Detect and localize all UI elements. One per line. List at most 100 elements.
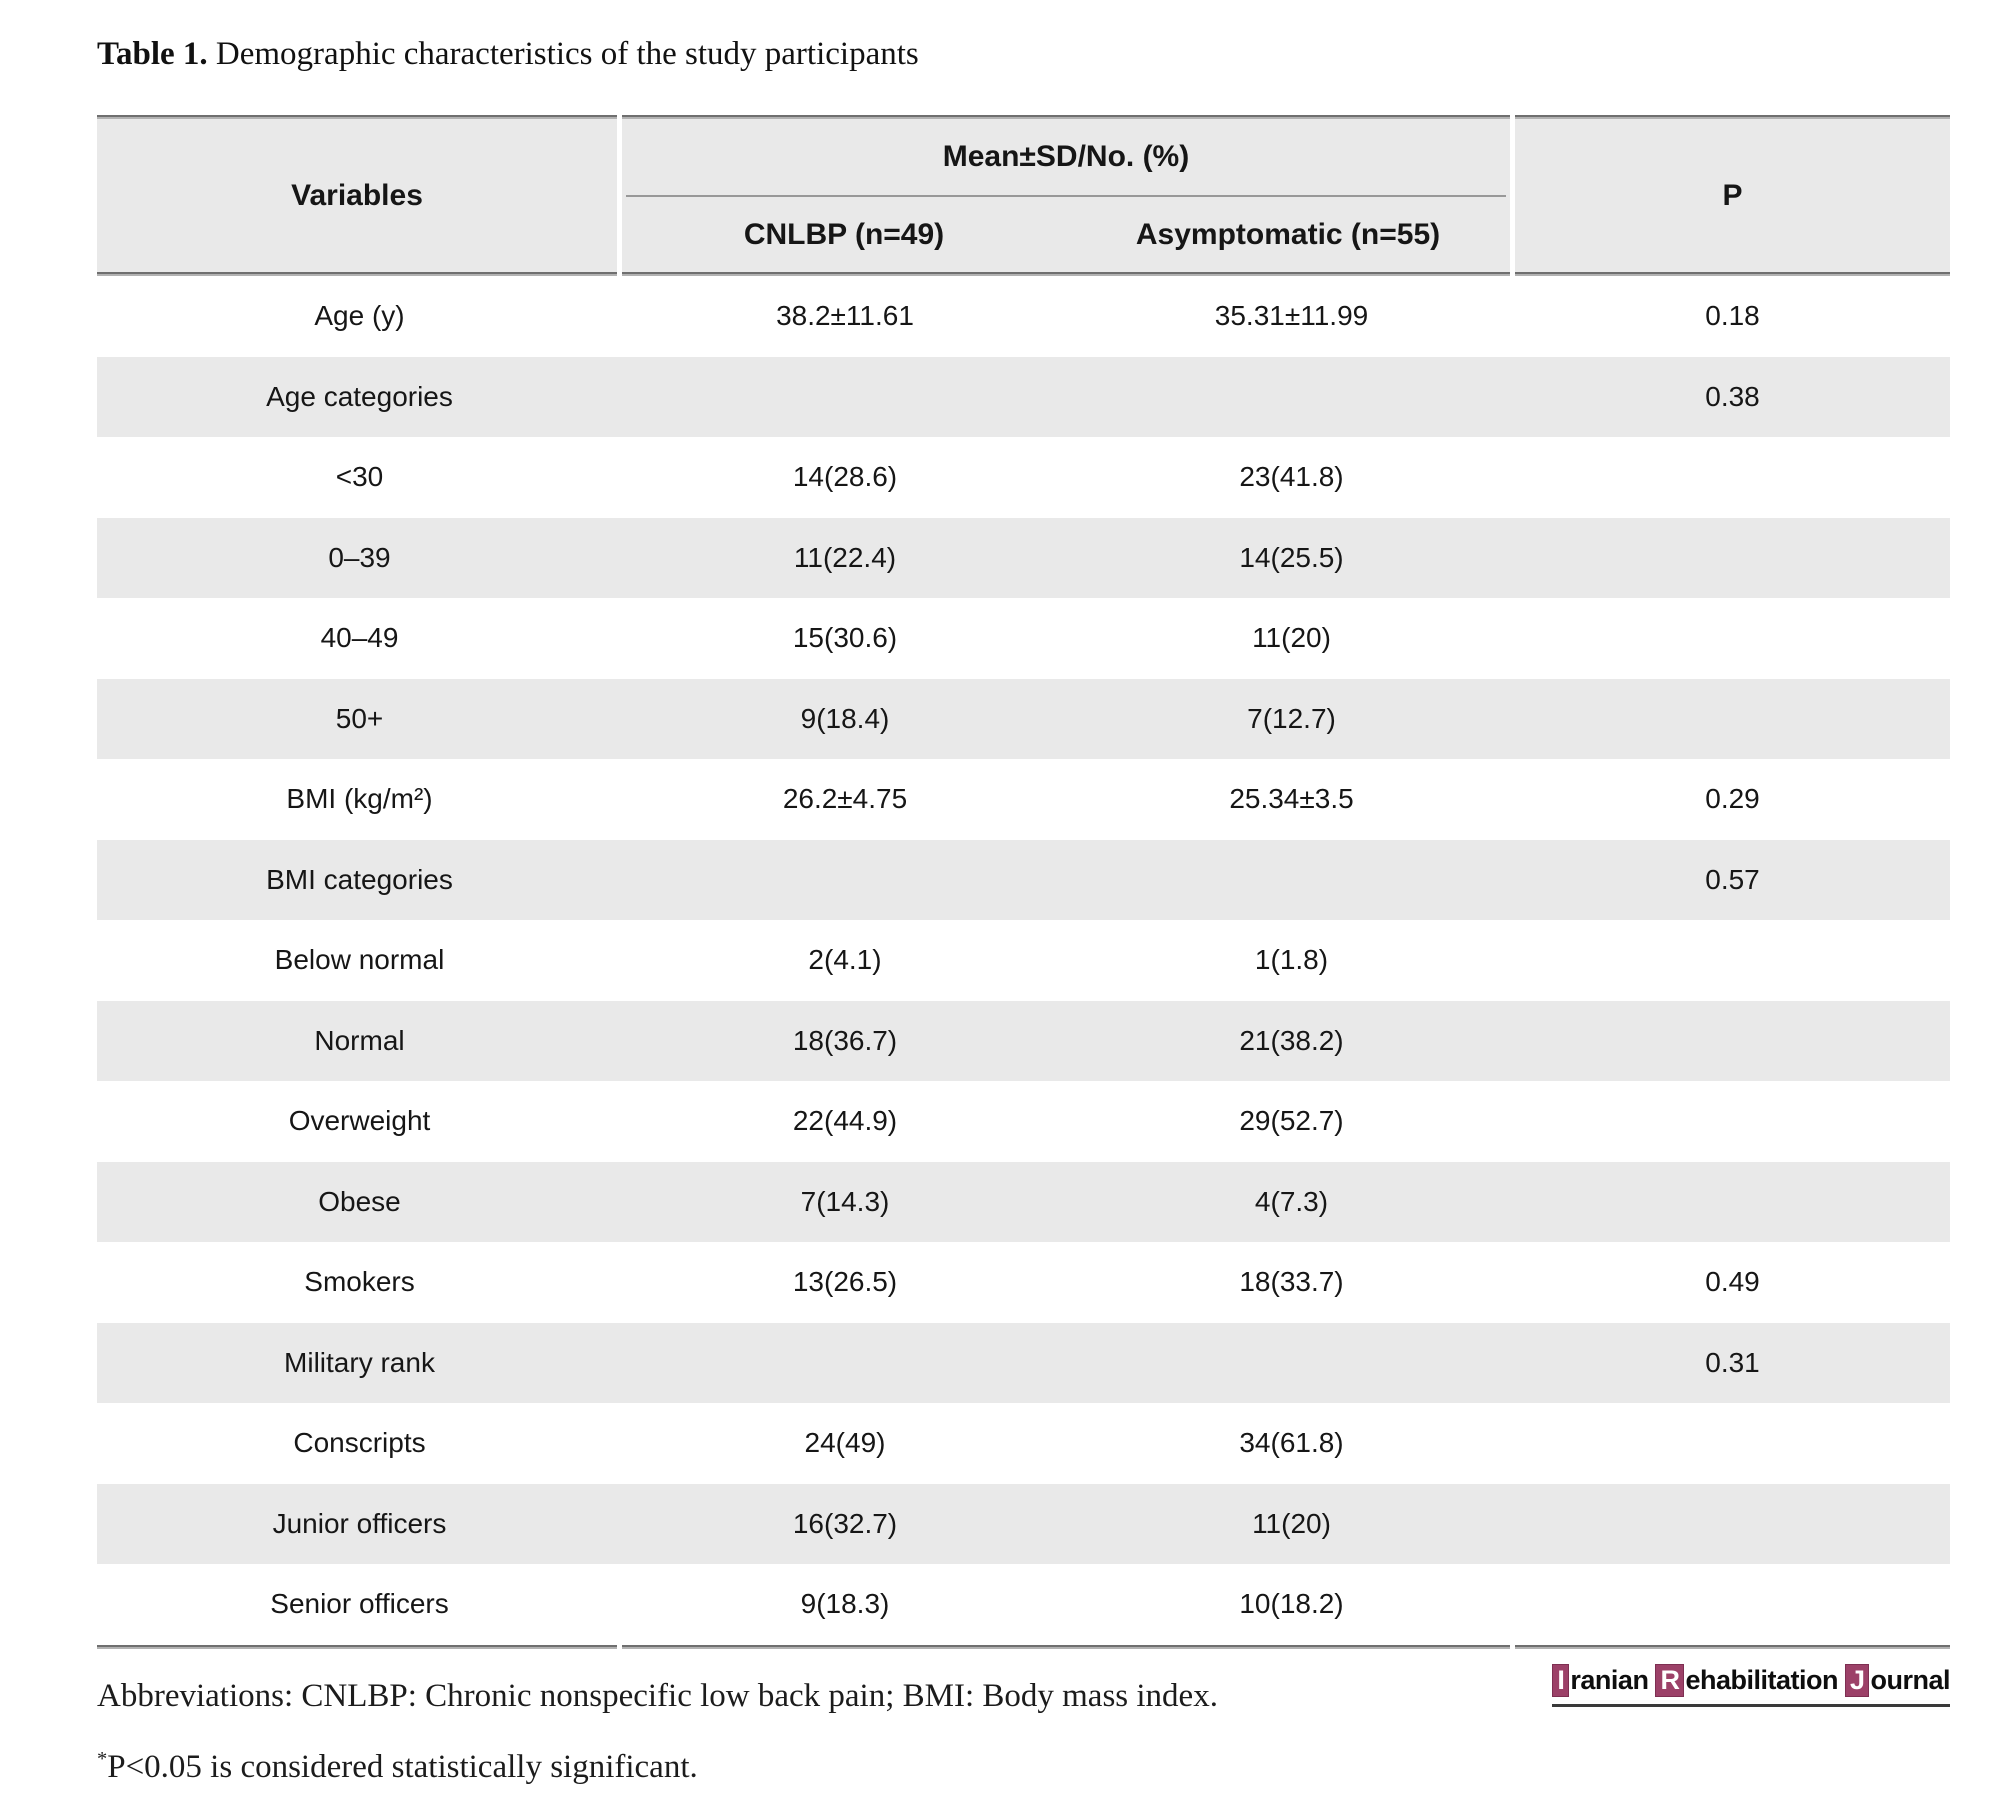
row-variable: Obese: [318, 1185, 401, 1217]
border-segment: [97, 1644, 617, 1649]
header-group: Mean±SD/No. (%) CNLBP (n=49) Asymptomati…: [622, 119, 1510, 272]
cell-asymptomatic: 18(33.7): [1239, 1266, 1344, 1298]
cell-asymptomatic: 10(18.2): [1239, 1588, 1344, 1620]
border-segment: [1515, 115, 1950, 119]
row-variable: 40–49: [320, 622, 399, 654]
cell-p-value: [1515, 1081, 1950, 1162]
logo-initial-box: I: [1552, 1664, 1570, 1698]
demographics-table: Variables Mean±SD/No. (%) CNLBP (n=49) A…: [97, 115, 1950, 1649]
row-variable: <30: [335, 461, 384, 493]
table-row: Age categories 0.38: [97, 356, 1950, 437]
cell-asymptomatic: 4(7.3): [1254, 1185, 1329, 1217]
row-variable: Senior officers: [270, 1588, 449, 1620]
header-p-value: P: [1515, 119, 1950, 272]
table-header: Variables Mean±SD/No. (%) CNLBP (n=49) A…: [97, 119, 1950, 272]
cell-asymptomatic: 1(1.8): [1254, 944, 1329, 976]
table-row: Smokers 13(26.5) 18(33.7) 0.49: [97, 1242, 1950, 1323]
cell-cnlbp: 24(49): [804, 1427, 886, 1459]
cell-asymptomatic: 29(52.7): [1239, 1105, 1344, 1137]
cell-cnlbp: 16(32.7): [792, 1507, 898, 1539]
cell-cnlbp: 14(28.6): [792, 461, 898, 493]
logo-initial-box: J: [1844, 1664, 1870, 1698]
table-title-text: Demographic characteristics of the study…: [207, 36, 919, 72]
header-variables: Variables: [97, 119, 617, 272]
cell-cnlbp: 13(26.5): [792, 1266, 898, 1298]
cell-p-value: [1515, 1001, 1950, 1082]
cell-p-value: 0.49: [1705, 1266, 1760, 1298]
cell-p-value: 0.18: [1705, 300, 1760, 332]
cell-p-value: [1515, 1403, 1950, 1484]
row-variable: Smokers: [304, 1266, 415, 1298]
header-asymptomatic: Asymptomatic (n=55): [1135, 217, 1441, 251]
cell-cnlbp: 18(36.7): [792, 1024, 898, 1056]
cell-p-value: [1515, 437, 1950, 518]
cell-cnlbp: 38.2±11.61: [776, 300, 914, 332]
row-variable: 50+: [335, 702, 384, 734]
cell-p-value: 0.38: [1705, 380, 1760, 412]
header-subcolumns: CNLBP (n=49) Asymptomatic (n=55): [622, 197, 1510, 272]
row-variable: Junior officers: [272, 1507, 447, 1539]
table-row: Age (y) 38.2±11.61 35.31±11.99 0.18: [97, 276, 1950, 357]
cell-cnlbp: [622, 840, 1068, 921]
cell-cnlbp: [622, 1323, 1068, 1404]
table-body: Age (y) 38.2±11.61 35.31±11.99 0.18 Age cate…: [97, 276, 1950, 1645]
table-row: Overweight 22(44.9) 29(52.7): [97, 1081, 1950, 1162]
cell-p-value: [1515, 518, 1950, 599]
cell-asymptomatic: [1068, 1323, 1515, 1404]
border-segment: [97, 115, 617, 119]
table-row: Normal 18(36.7) 21(38.2): [97, 1000, 1950, 1082]
table-row: Senior officers 9(18.3) 10(18.2): [97, 1564, 1950, 1645]
cell-cnlbp: 9(18.4): [800, 702, 890, 734]
table-row: BMI (kg/m²) 26.2±4.75 25.34±3.5 0.29: [97, 759, 1950, 840]
cell-asymptomatic: 34(61.8): [1239, 1427, 1344, 1459]
table-row: 50+ 9(18.4) 7(12.7): [97, 678, 1950, 759]
significance-footnote: *P<0.05 is considered statistically sign…: [97, 1748, 698, 1786]
cell-p-value: [1515, 598, 1950, 679]
cell-cnlbp: 26.2±4.75: [782, 783, 908, 815]
cell-asymptomatic: 21(38.2): [1239, 1024, 1344, 1056]
cell-cnlbp: 9(18.3): [800, 1588, 890, 1620]
table-row: 0–39 11(22.4) 14(25.5): [97, 517, 1950, 599]
table-row: Junior officers 16(32.7) 11(20): [97, 1483, 1950, 1564]
cell-p-value: [1515, 920, 1950, 1001]
cell-cnlbp: 7(14.3): [800, 1185, 890, 1217]
cell-asymptomatic: [1068, 840, 1515, 921]
border-segment: [622, 1644, 1510, 1649]
row-variable: Conscripts: [293, 1427, 426, 1459]
table-row: Conscripts 24(49) 34(61.8): [97, 1403, 1950, 1484]
significance-text: P<0.05 is considered statistically signi…: [107, 1749, 698, 1785]
cell-p-value: 0.31: [1705, 1346, 1760, 1378]
cell-asymptomatic: 35.31±11.99: [1214, 300, 1369, 332]
row-variable: Age (y): [314, 300, 405, 332]
header-cnlbp: CNLBP (n=49): [743, 217, 945, 251]
table-header-border: [97, 272, 1950, 276]
cell-p-value: [1515, 1564, 1950, 1645]
border-segment: [622, 272, 1510, 276]
cell-cnlbp: 22(44.9): [792, 1105, 898, 1137]
table-title-label: Table 1.: [97, 36, 208, 72]
table-row: Military rank 0.31: [97, 1322, 1950, 1404]
border-segment: [622, 115, 1510, 119]
row-variable: Age categories: [266, 380, 453, 412]
significance-marker: *: [97, 1748, 108, 1770]
table-row: Below normal 2(4.1) 1(1.8): [97, 920, 1950, 1001]
table-row: Obese 7(14.3) 4(7.3): [97, 1161, 1950, 1242]
abbreviations-footnote: Abbreviations: CNLBP: Chronic nonspecifi…: [97, 1678, 1218, 1714]
row-variable: Normal: [314, 1024, 405, 1056]
table-row: <30 14(28.6) 23(41.8): [97, 437, 1950, 518]
table-top-border: [97, 115, 1950, 119]
row-variable: Military rank: [284, 1346, 435, 1378]
cell-cnlbp: 15(30.6): [792, 622, 898, 654]
cell-asymptomatic: 11(20): [1252, 1507, 1331, 1539]
table-row: BMI categories 0.57: [97, 839, 1950, 921]
cell-asymptomatic: 11(20): [1252, 622, 1331, 654]
border-segment: [1515, 1644, 1950, 1649]
cell-asymptomatic: 14(25.5): [1239, 541, 1344, 573]
header-group-divider: [626, 195, 1506, 197]
row-variable: Below normal: [274, 944, 445, 976]
logo-initial-box: R: [1655, 1664, 1685, 1698]
border-segment: [97, 272, 617, 276]
border-segment: [1515, 272, 1950, 276]
